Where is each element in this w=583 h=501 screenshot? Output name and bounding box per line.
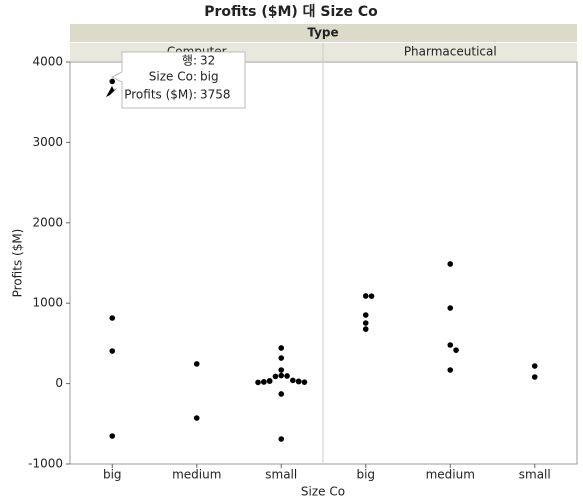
y-tick-label: -1000 [28, 457, 63, 471]
point [278, 367, 285, 373]
point [531, 363, 538, 369]
cursor [106, 86, 117, 97]
panel-label: Pharmaceutical [404, 45, 497, 59]
point [362, 320, 369, 326]
point [109, 78, 116, 85]
point [284, 373, 290, 379]
point [278, 391, 285, 397]
tooltip-label: 행: [182, 53, 197, 68]
point [109, 315, 116, 321]
point [193, 361, 200, 367]
point [362, 312, 369, 318]
point [295, 378, 302, 385]
tooltip-value: big [200, 70, 219, 84]
point [109, 348, 116, 354]
x-tick-label: small [265, 468, 297, 482]
tooltip-value: 3758 [200, 88, 231, 102]
point [290, 377, 296, 384]
y-tick-label: 2000 [32, 215, 63, 229]
x-tick-label: big [103, 468, 122, 482]
point [453, 347, 459, 353]
point [278, 355, 285, 361]
x-tick-label: small [519, 468, 551, 482]
point [447, 261, 454, 267]
point [278, 372, 285, 379]
point [301, 379, 308, 385]
tooltip-label: Size Co: [149, 70, 197, 84]
y-tick-label: 0 [55, 376, 63, 390]
point [109, 433, 116, 439]
point [278, 436, 285, 442]
y-axis-label: Profits ($M) [11, 229, 25, 298]
point [261, 379, 267, 385]
y-tick-label: 1000 [32, 296, 63, 310]
tooltip-label: Profits ($M): [124, 88, 197, 102]
point [362, 326, 369, 332]
tooltip-box [110, 51, 246, 109]
tooltip-value: 32 [200, 54, 215, 68]
chart-title: Profits ($M) 대 Size Co [204, 4, 378, 20]
point [272, 373, 279, 380]
point [255, 379, 261, 386]
point [531, 374, 538, 380]
point [193, 415, 200, 421]
point [447, 342, 454, 348]
x-axis-label: Size Co [301, 485, 345, 499]
x-tick-label: medium [172, 468, 221, 482]
group-title: Type [307, 26, 338, 40]
x-tick-label: medium [426, 468, 475, 482]
y-tick-label: 3000 [32, 135, 63, 149]
point [278, 345, 285, 351]
point [447, 305, 454, 311]
point [266, 378, 273, 384]
x-tick-label: big [356, 468, 375, 482]
point [368, 293, 375, 299]
y-tick-label: 4000 [32, 55, 63, 69]
point [447, 367, 454, 373]
group-header [70, 24, 577, 42]
point [362, 293, 369, 299]
